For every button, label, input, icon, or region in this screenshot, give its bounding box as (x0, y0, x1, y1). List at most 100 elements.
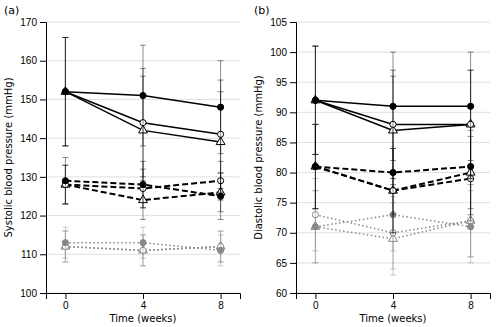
y-tick-label: 95 (276, 77, 288, 88)
y-tick-mark (40, 22, 46, 23)
error-bar-cap (62, 37, 68, 38)
y-tick-label: 100 (270, 47, 287, 58)
error-bar-cap (218, 153, 224, 154)
y-tick: 70 (276, 227, 296, 238)
error-bar-cap (390, 232, 396, 233)
y-tick-label: 105 (270, 17, 287, 28)
y-tick-label: 60 (276, 288, 288, 299)
error-bar (62, 37, 68, 145)
error-bar-cap (140, 176, 146, 177)
error-bar (62, 158, 68, 204)
marker (218, 104, 224, 110)
marker (140, 92, 146, 98)
y-tick-label: 170 (20, 17, 37, 28)
error-bar (140, 45, 146, 146)
y-tick: 65 (276, 258, 296, 269)
marker (390, 103, 396, 109)
x-tick-label: 0 (313, 300, 319, 311)
x-tick-label: 8 (218, 300, 224, 311)
error-bar-cap (62, 157, 68, 158)
error-bar-cap (62, 203, 68, 204)
error-bar (468, 52, 474, 160)
error-bar (312, 46, 318, 154)
error-bar-cap (390, 160, 396, 161)
y-tick-label: 80 (276, 167, 288, 178)
error-bar-cap (218, 234, 224, 235)
marker (218, 247, 224, 253)
error-bar-cap (468, 208, 474, 209)
x-tick-label: 0 (63, 300, 69, 311)
y-tick: 120 (20, 210, 46, 221)
x-tick: 8 (468, 293, 474, 311)
y-tick: 100 (20, 288, 46, 299)
plot-area (61, 37, 225, 265)
y-tick-mark (290, 112, 296, 113)
series (62, 227, 223, 266)
x-tick-label: 4 (141, 300, 147, 311)
error-bar-cap (140, 45, 146, 46)
error-bar (390, 52, 396, 160)
error-bar-cap (62, 145, 68, 146)
y-tick: 105 (270, 17, 296, 28)
y-tick-label: 110 (21, 249, 37, 260)
y-tick-label: 140 (20, 133, 37, 144)
error-bar-cap (62, 37, 68, 38)
error-bar-cap (218, 60, 224, 61)
error-bar-cap (390, 232, 396, 233)
y-tick-label: 65 (276, 258, 288, 269)
y-tick-mark (290, 82, 296, 83)
y-axis-line (40, 23, 47, 294)
figure: 048100110120130140150160170Time (weeks)S… (0, 0, 500, 327)
error-bar-cap (62, 203, 68, 204)
y-tick-mark (290, 293, 296, 294)
error-bar-cap (140, 207, 146, 208)
y-tick-mark (40, 61, 46, 62)
error-bar-cap (218, 188, 224, 189)
error-bar-cap (140, 207, 146, 208)
error-bar (312, 46, 318, 154)
error-bar-cap (62, 227, 68, 228)
error-bar-cap (312, 46, 318, 47)
x-tick-mark (221, 293, 222, 299)
error-bar-cap (218, 265, 224, 266)
y-tick-label: 160 (20, 55, 37, 66)
error-bar-cap (390, 178, 396, 179)
error-bar-cap (62, 145, 68, 146)
error-bar-cap (312, 154, 318, 155)
marker (468, 103, 474, 109)
error-bar-cap (468, 220, 474, 221)
error-bar-cap (390, 178, 396, 179)
y-tick: 110 (21, 249, 46, 260)
y-axis-line (290, 23, 297, 294)
error-bar-cap (218, 219, 224, 220)
y-tick-label: 150 (20, 94, 37, 105)
y-tick: 85 (276, 137, 296, 148)
y-tick: 100 (270, 47, 296, 58)
marker (62, 240, 68, 246)
error-bar-cap (312, 208, 318, 209)
y-tick: 150 (20, 94, 46, 105)
y-tick: 130 (20, 172, 46, 183)
y-tick-label: 85 (276, 137, 288, 148)
error-bar-cap (62, 145, 68, 146)
y-tick-mark (290, 173, 296, 174)
plot-area (311, 46, 475, 275)
y-axis-title: Diastolic blood pressure (mmHg) (253, 75, 264, 240)
y-tick-mark (40, 177, 46, 178)
error-bar-cap (62, 258, 68, 259)
error-bar-cap (312, 208, 318, 209)
error-bar-cap (468, 178, 474, 179)
grid-line (46, 176, 240, 177)
y-tick: 60 (276, 288, 296, 299)
marker (62, 178, 68, 184)
error-bar-cap (390, 214, 396, 215)
y-tick-mark (290, 142, 296, 143)
grid (296, 22, 490, 293)
x-tick-label: 8 (468, 300, 474, 311)
error-bar-cap (312, 154, 318, 155)
marker (468, 224, 474, 230)
error-bar-cap (390, 250, 396, 251)
error-bar-cap (468, 52, 474, 53)
x-tick-mark (471, 293, 472, 299)
y-tick: 95 (276, 77, 296, 88)
